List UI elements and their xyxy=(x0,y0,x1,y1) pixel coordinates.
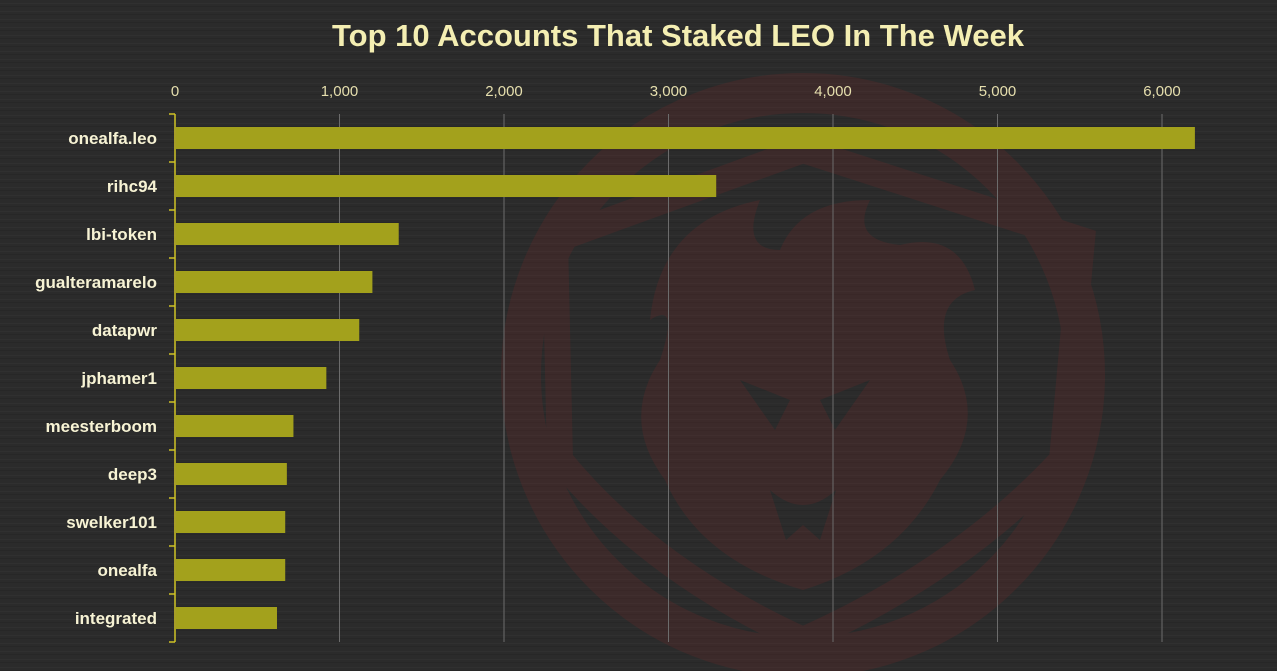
lion-shield-logo xyxy=(501,73,1105,671)
bar-integrated xyxy=(176,607,277,629)
bar-gualteramarelo xyxy=(176,271,373,293)
bar-deep3 xyxy=(176,463,287,485)
bar-rihc94 xyxy=(176,175,717,197)
category-label: swelker101 xyxy=(66,513,157,532)
x-tick-label: 0 xyxy=(171,83,179,100)
bar-onealfa.leo xyxy=(176,127,1195,149)
bar-meesterboom xyxy=(176,415,294,437)
y-axis-ticks xyxy=(169,113,175,643)
category-label: datapwr xyxy=(92,321,158,340)
x-axis-tick-labels: 0 1,000 2,000 3,000 4,000 5,000 6,000 xyxy=(171,83,1181,100)
bars xyxy=(176,127,1195,629)
x-tick-label: 5,000 xyxy=(979,83,1017,100)
bar-swelker101 xyxy=(176,511,286,533)
gridlines xyxy=(339,114,1163,642)
category-label: jphamer1 xyxy=(80,369,157,388)
x-tick-label: 6,000 xyxy=(1143,83,1181,100)
category-label: onealfa xyxy=(97,561,157,580)
category-label: meesterboom xyxy=(46,417,157,436)
category-label: gualteramarelo xyxy=(35,273,157,292)
bar-onealfa xyxy=(176,559,286,581)
bar-jphamer1 xyxy=(176,367,327,389)
chart-title: Top 10 Accounts That Staked LEO In The W… xyxy=(332,18,1025,53)
category-label: onealfa.leo xyxy=(68,129,157,148)
x-tick-label: 1,000 xyxy=(321,83,359,100)
category-label: deep3 xyxy=(108,465,157,484)
bar-datapwr xyxy=(176,319,360,341)
category-label: rihc94 xyxy=(107,177,158,196)
category-label: lbi-token xyxy=(86,225,157,244)
x-tick-label: 3,000 xyxy=(650,83,688,100)
x-tick-label: 2,000 xyxy=(485,83,523,100)
x-tick-label: 4,000 xyxy=(814,83,852,100)
bar-lbi-token xyxy=(176,223,399,245)
category-labels: onealfa.leo rihc94 lbi-token gualteramarelo… xyxy=(35,129,157,628)
category-label: integrated xyxy=(75,609,157,628)
